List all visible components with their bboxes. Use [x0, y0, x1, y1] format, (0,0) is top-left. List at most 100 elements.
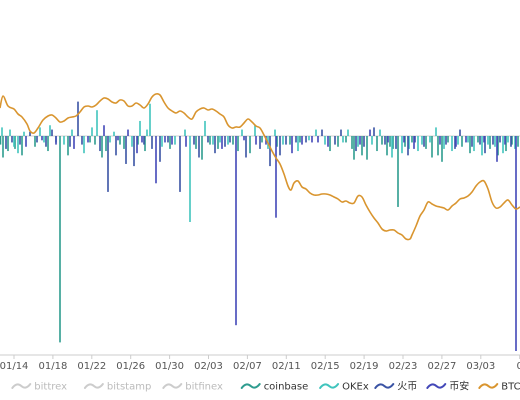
bar-coinbase-33: [351, 136, 353, 149]
bar-okex-1: [9, 129, 11, 136]
bar---10: [99, 136, 101, 152]
bar---18: [167, 136, 169, 143]
bar-okex-17: [146, 129, 148, 136]
legend-item-5[interactable]: 火币: [374, 381, 417, 393]
bar-okex-13: [109, 136, 111, 143]
bar---17: [255, 136, 257, 145]
bar-okex-19: [161, 136, 163, 147]
bar-okex-2: [13, 136, 15, 147]
bar---28: [269, 136, 271, 167]
bar---34: [496, 136, 498, 162]
bar-coinbase-27: [276, 136, 278, 147]
legend-label: bitfinex: [185, 382, 223, 393]
bar---34: [334, 136, 336, 145]
legend-item-4[interactable]: OKEx: [319, 382, 369, 393]
legend-item-7[interactable]: BTC/USDT: [478, 382, 520, 393]
bar-coinbase-56: [511, 136, 513, 145]
bar-coinbase-32: [345, 136, 347, 143]
bar---43: [423, 136, 425, 147]
bar---20: [291, 136, 293, 154]
bar-coinbase-0: [0, 136, 2, 145]
bar---7: [127, 129, 129, 136]
legend-line-icon: [478, 383, 499, 389]
bar---17: [159, 136, 161, 162]
bar---21: [301, 136, 303, 145]
legend-label: OKEx: [342, 382, 369, 393]
bar-coinbase-17: [144, 136, 146, 152]
bar-okex-53: [481, 136, 483, 156]
bar---20: [193, 136, 195, 145]
bar---3: [29, 131, 31, 136]
legend-line-icon: [426, 383, 447, 389]
bar-coinbase-57: [517, 136, 519, 147]
bar---45: [454, 136, 456, 149]
x-tick-label-12: 03/03: [466, 361, 495, 372]
bar---9: [141, 136, 143, 143]
bar-okex-25: [219, 136, 221, 143]
x-tick-label-10: 02/23: [389, 361, 418, 372]
legend-item-6[interactable]: 币安: [426, 380, 469, 393]
legend-line-icon: [319, 383, 340, 389]
bar---27: [387, 136, 389, 143]
bar---14: [221, 136, 223, 149]
bar-coinbase-25: [249, 136, 251, 154]
bar-coinbase-18: [169, 136, 171, 149]
bar-okex-47: [435, 127, 437, 136]
legend-item-3[interactable]: coinbase: [240, 382, 309, 393]
x-tick-label-6: 02/07: [233, 361, 262, 372]
bar-coinbase-9: [67, 136, 69, 156]
bar-okex-21: [184, 129, 186, 136]
bar-okex-18: [149, 103, 151, 136]
bar---10: [155, 136, 157, 184]
bar-okex-4: [23, 131, 25, 136]
bar---33: [483, 136, 485, 143]
bar---36: [355, 136, 357, 152]
bar---42: [414, 136, 416, 143]
legend-line-icon: [83, 383, 104, 389]
bar-okex-32: [297, 136, 299, 152]
bar---0: [25, 136, 27, 147]
bar-coinbase-4: [21, 136, 23, 156]
bar-coinbase-52: [477, 136, 479, 143]
bar-coinbase-49: [447, 136, 449, 143]
bar-coinbase-19: [195, 136, 197, 149]
btc-usdt-price-line: [0, 93, 520, 241]
bar-okex-8: [63, 136, 65, 145]
bar-okex-48: [443, 136, 445, 149]
bar-okex-28: [254, 125, 256, 136]
bar-okex-41: [391, 136, 393, 158]
bar---6: [51, 129, 53, 136]
bar-okex-40: [379, 129, 381, 136]
bar---2: [55, 136, 57, 145]
bar-coinbase-10: [89, 136, 91, 143]
bar---38: [373, 127, 375, 136]
bar-okex-42: [401, 136, 403, 154]
bar-okex-0: [1, 127, 3, 136]
bar---4: [36, 136, 38, 143]
bar-okex-54: [487, 136, 489, 145]
legend-item-2[interactable]: bitfinex: [162, 382, 223, 393]
bar-coinbase-6: [47, 136, 49, 152]
bar-okex-24: [212, 136, 214, 145]
bar-okex-36: [342, 136, 344, 143]
bar-okex-22: [189, 136, 191, 222]
x-tick-label-0: 01/14: [0, 361, 28, 372]
legend-label: 币安: [449, 380, 469, 393]
bar-coinbase-42: [397, 136, 399, 207]
bar-coinbase-54: [497, 136, 499, 156]
x-tick-label-13: 0: [517, 361, 520, 372]
bar---21: [198, 136, 200, 158]
bar---26: [245, 136, 247, 158]
bar-okex-58: [514, 136, 516, 149]
bar---11: [107, 136, 109, 192]
x-tick-label-8: 02/15: [311, 361, 340, 372]
bar---15: [235, 136, 237, 326]
x-tick-label-9: 02/19: [350, 361, 379, 372]
bar---22: [207, 136, 209, 143]
legend-item-0[interactable]: bittrex: [11, 382, 67, 393]
bar-coinbase-8: [59, 136, 61, 343]
legend-item-1[interactable]: bitstamp: [83, 382, 151, 393]
bar-okex-52: [473, 136, 475, 152]
bar-coinbase-41: [392, 136, 394, 149]
bar---4: [87, 136, 89, 143]
